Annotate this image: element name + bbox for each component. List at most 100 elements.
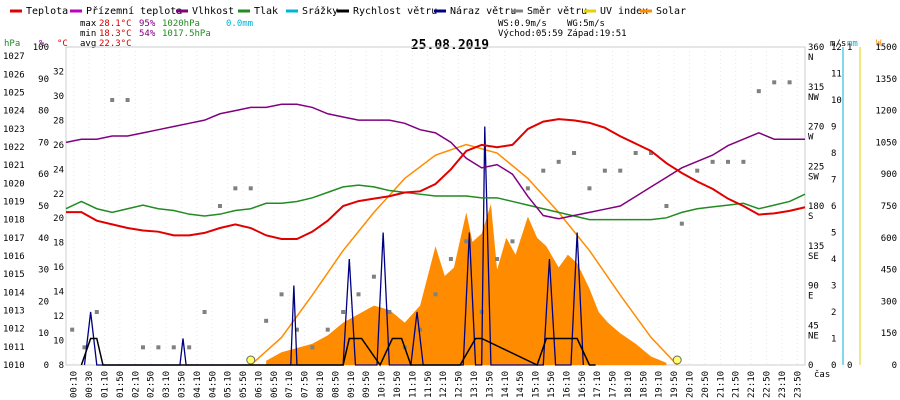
solar-tick: 1350 xyxy=(875,75,897,85)
x-tick: 21:50 xyxy=(732,371,742,398)
wind-dir-compass: SE xyxy=(808,252,819,262)
x-tick: 07:50 xyxy=(301,371,311,398)
x-tick: 21:10 xyxy=(716,371,726,398)
stat-sunrise: Východ:05:59 xyxy=(498,29,563,39)
wind-dir-point xyxy=(341,310,346,314)
wind-dir-compass: NE xyxy=(808,331,819,341)
wind-dir-compass: N xyxy=(808,53,813,63)
wind-dir-point xyxy=(679,221,684,226)
wind-dir-point xyxy=(541,168,546,173)
solar-tick: 1500 xyxy=(875,43,897,53)
mm-tick: 0 xyxy=(847,361,852,371)
hpa-tick: 1027 xyxy=(3,52,25,62)
wind-dir-point xyxy=(618,168,623,173)
hpa-tick: 1022 xyxy=(3,143,25,153)
wind-dir-point xyxy=(94,310,99,314)
ms-tick: 3 xyxy=(831,282,836,292)
wind-dir-point xyxy=(264,318,269,323)
wind-dir-point xyxy=(294,327,299,332)
pct-tick: 10 xyxy=(38,329,49,339)
solar-tick: 150 xyxy=(881,329,897,339)
wind-dir-point xyxy=(248,186,253,191)
wind-dir-point xyxy=(695,168,700,173)
wind-dir-point xyxy=(756,89,761,94)
solar-tick: 0 xyxy=(892,361,897,371)
hpa-tick: 1013 xyxy=(3,306,25,316)
x-tick: 14:10 xyxy=(501,371,511,398)
hpa-tick: 1016 xyxy=(3,252,25,262)
pct-tick: 30 xyxy=(38,266,49,276)
wind-dir-point xyxy=(572,151,577,155)
x-tick: 00:10 xyxy=(70,371,80,398)
hpa-tick: 1019 xyxy=(3,197,25,207)
wind-dir-point xyxy=(710,159,715,164)
ms-tick: 10 xyxy=(831,96,842,106)
wind-dir-point xyxy=(664,204,669,208)
x-axis-label: čas xyxy=(814,369,830,380)
wind-dir-point xyxy=(325,327,330,332)
stat-pressure: 1017.5hPa xyxy=(162,29,211,39)
ms-tick: 12 xyxy=(831,43,842,53)
x-tick: 09:50 xyxy=(362,371,372,398)
legend-label: Solar xyxy=(656,6,686,17)
temp-tick: 10 xyxy=(53,337,64,347)
x-tick: 15:10 xyxy=(532,371,542,398)
wind-dir-point xyxy=(479,310,484,314)
legend-label: Srážky xyxy=(302,5,338,17)
wind-dir-point xyxy=(82,345,87,350)
wind-dir-point xyxy=(171,345,176,350)
wind-dir-point xyxy=(633,151,638,155)
x-tick: 20:50 xyxy=(701,371,711,398)
stat-wg: WG:5m/s xyxy=(567,19,605,29)
x-tick: 12:10 xyxy=(439,371,449,398)
wind-dir-point xyxy=(448,257,453,261)
x-tick: 11:10 xyxy=(408,371,418,398)
x-tick: 02:10 xyxy=(131,371,141,398)
wind-dir-point xyxy=(418,327,423,332)
wind-dir-point xyxy=(495,257,500,261)
wind-dir-point xyxy=(772,80,777,85)
legend-label: Přízemní teplota xyxy=(86,5,182,17)
x-tick: 11:50 xyxy=(424,371,434,398)
hpa-tick: 1014 xyxy=(3,288,25,298)
pct-tick: 50 xyxy=(38,202,49,212)
pct-tick: 90 xyxy=(38,75,49,85)
x-tick: 13:50 xyxy=(485,371,495,398)
x-tick: 23:50 xyxy=(793,371,803,398)
stat-label: max xyxy=(80,19,97,29)
ms-tick: 11 xyxy=(831,70,842,80)
x-tick: 16:10 xyxy=(562,371,572,398)
ms-tick: 2 xyxy=(831,308,836,318)
wind-dir-point xyxy=(156,345,161,350)
x-tick: 03:50 xyxy=(177,371,187,398)
stat-humidity: 54% xyxy=(139,29,156,39)
wind-dir-point xyxy=(510,239,515,244)
axis-unit-hpa: hPa xyxy=(4,39,20,49)
temp-tick: 18 xyxy=(53,239,64,249)
sunset-marker xyxy=(672,355,682,365)
wind-dir-point xyxy=(187,345,192,350)
wind-dir-point xyxy=(525,186,530,191)
wind-dir-point xyxy=(649,151,654,155)
wind-dir-tick: 180 xyxy=(808,202,824,212)
solar-tick: 900 xyxy=(881,170,897,180)
stat-pressure: 1020hPa xyxy=(162,19,200,29)
axis-unit-pct: % xyxy=(39,39,45,49)
x-tick: 02:50 xyxy=(147,371,157,398)
hpa-tick: 1021 xyxy=(3,161,25,171)
axis-unit-ms: m/s xyxy=(830,39,846,49)
wind-dir-point xyxy=(202,310,207,314)
sunrise-marker xyxy=(246,355,256,365)
hpa-tick: 1015 xyxy=(3,270,25,280)
x-tick: 06:50 xyxy=(270,371,280,398)
wind-dir-tick: 90 xyxy=(808,282,819,292)
wind-dir-tick: 225 xyxy=(808,162,824,172)
pct-tick: 80 xyxy=(38,107,49,117)
stats-panel: max 28.1°C 95% 1020hPa 0.0mm min 18.3°C 54% 1017… xyxy=(80,19,627,49)
x-tick: 17:50 xyxy=(609,371,619,398)
x-tick: 09:10 xyxy=(347,371,357,398)
wind-dir-tick: 270 xyxy=(808,123,824,133)
wind-dir-point xyxy=(371,274,376,279)
temp-tick: 8 xyxy=(59,361,64,371)
